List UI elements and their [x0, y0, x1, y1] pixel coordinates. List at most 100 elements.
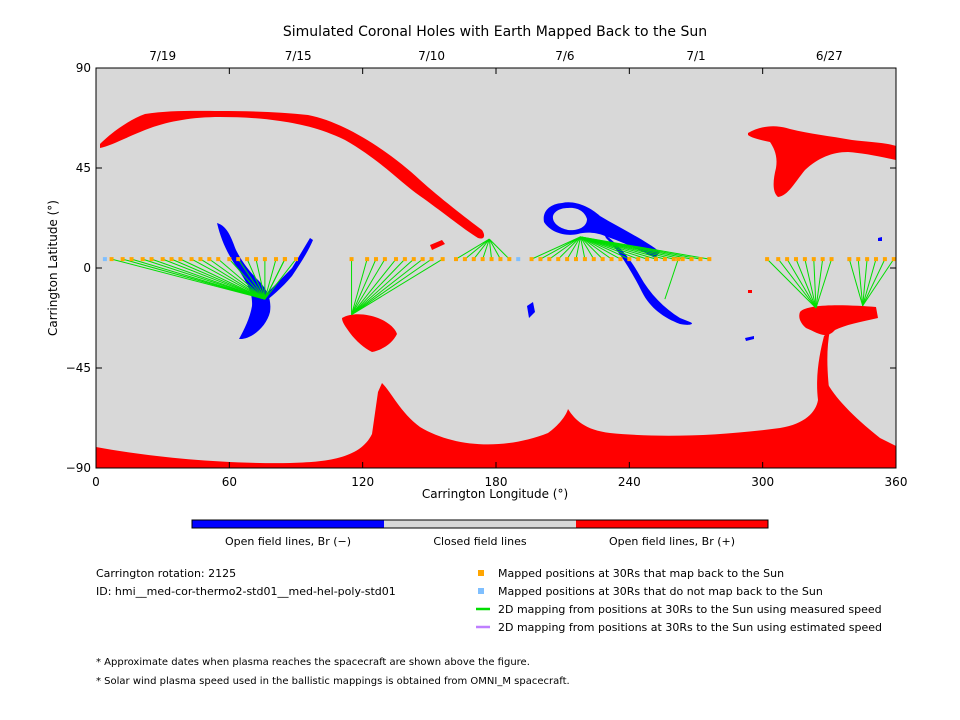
- y-axis-label: Carrington Latitude (°): [46, 200, 60, 336]
- date-label: 7/1: [686, 49, 705, 63]
- mapping-line: [815, 259, 824, 309]
- mapped-point: [282, 257, 287, 262]
- colorbar-label: Open field lines, Br (−): [225, 535, 351, 548]
- mapping-line: [200, 258, 266, 300]
- mapped-point: [565, 257, 570, 262]
- north-arm: [100, 110, 485, 239]
- mapping-line: [162, 258, 266, 300]
- mapping-line: [351, 258, 406, 316]
- mapped-point: [794, 257, 798, 262]
- mapping-line: [351, 258, 368, 315]
- south-polar-hole: [96, 368, 896, 468]
- mapping-line: [482, 238, 490, 260]
- mapping-line: [557, 236, 581, 260]
- mapping-line: [228, 258, 266, 300]
- mapping-line: [862, 258, 895, 307]
- mapping-line: [777, 258, 817, 309]
- mapping-line: [351, 258, 432, 316]
- mapped-point: [480, 257, 485, 262]
- note-dates: * Approximate dates when plasma reaches …: [96, 657, 530, 668]
- carrington-rotation: Carrington rotation: 2125: [96, 567, 236, 580]
- legend-label: Mapped positions at 30Rs that do not map…: [498, 585, 823, 598]
- chart-title: Simulated Coronal Holes with Earth Mappe…: [283, 24, 707, 40]
- mapped-point: [882, 257, 887, 262]
- mapping-line: [111, 258, 266, 300]
- not-mapped-point: [102, 257, 107, 262]
- mapping-line: [246, 258, 266, 300]
- blue-speck-3: [878, 237, 882, 241]
- blue-loop: [543, 202, 660, 258]
- legend-label: Mapped positions at 30Rs that map back t…: [498, 567, 784, 580]
- mapping-line: [264, 258, 286, 300]
- mapped-point: [498, 257, 503, 262]
- mapping-line: [813, 259, 817, 309]
- legend: Mapped positions at 30Rs that map back t…: [476, 567, 882, 634]
- mapped-point: [382, 257, 387, 262]
- south-hole-lobe-2: [342, 314, 397, 352]
- mapped-point: [671, 257, 676, 262]
- mapping-line: [171, 258, 266, 300]
- mapped-point: [847, 257, 852, 262]
- mapped-point: [411, 257, 416, 262]
- mapped-point: [547, 257, 552, 262]
- mapped-point: [189, 257, 194, 262]
- mapped-point: [574, 257, 578, 262]
- mapping-line: [488, 238, 510, 260]
- mapped-point: [829, 257, 834, 262]
- mapping-line: [131, 258, 266, 300]
- x-tick-label: 60: [222, 475, 237, 489]
- mapped-point: [627, 257, 632, 262]
- mapped-point: [865, 257, 870, 262]
- mapping-line: [580, 236, 612, 260]
- mapped-point: [402, 257, 407, 262]
- plot-area: [95, 67, 897, 469]
- mapping-line: [580, 236, 595, 260]
- mapped-point: [274, 257, 278, 262]
- mapped-points: [102, 257, 896, 262]
- date-label: 6/27: [816, 49, 843, 63]
- model-id: ID: hmi__med-cor-thermo2-std01__med-hel-…: [96, 585, 396, 598]
- mapped-point: [811, 257, 816, 262]
- mapped-point: [294, 257, 298, 262]
- mapped-point: [454, 257, 458, 262]
- y-tick-label: −45: [66, 361, 91, 375]
- mapping-line: [473, 238, 490, 260]
- mapping-line: [580, 236, 604, 260]
- mapping-line: [862, 259, 868, 306]
- mapped-point: [591, 257, 596, 262]
- axes: 0 60 120 180 240 300 360 90 45 0 −45 −90 7/19 7/15 7/1…: [66, 49, 908, 489]
- colorbar-segment: [576, 520, 768, 528]
- colorbar-segment: [384, 520, 576, 528]
- mapped-point: [129, 257, 134, 262]
- mapping-line: [580, 236, 621, 260]
- x-tick-label: 0: [92, 475, 100, 489]
- mapped-point: [785, 257, 790, 262]
- mapping-line: [151, 258, 266, 300]
- colorbar-label: Open field lines, Br (+): [609, 535, 735, 548]
- legend-label: 2D mapping from positions at 30Rs to the…: [498, 621, 882, 634]
- blue-north-streak: [260, 238, 313, 304]
- mapped-point: [420, 257, 425, 262]
- mapped-point: [529, 257, 534, 262]
- blue-south-crescent: [217, 223, 271, 340]
- mapped-point: [489, 257, 494, 262]
- mapping-line: [664, 258, 679, 300]
- mapping-line: [795, 258, 817, 309]
- mapping-line: [351, 258, 423, 316]
- not-mapped-point: [516, 257, 521, 262]
- mapped-point: [462, 257, 467, 262]
- mapped-point: [802, 257, 807, 262]
- mapped-point: [149, 257, 154, 262]
- mapping-lines: [111, 236, 895, 316]
- mapping-line: [848, 258, 864, 306]
- blue-speck-2: [745, 336, 754, 341]
- mapping-line: [180, 258, 266, 300]
- mapped-point: [538, 257, 543, 262]
- mapped-point: [262, 257, 267, 262]
- x-tick-label: 300: [751, 475, 774, 489]
- mapping-line: [264, 258, 277, 300]
- mapping-line: [217, 258, 266, 300]
- legend-marker: [478, 570, 484, 576]
- mapped-point: [609, 257, 614, 262]
